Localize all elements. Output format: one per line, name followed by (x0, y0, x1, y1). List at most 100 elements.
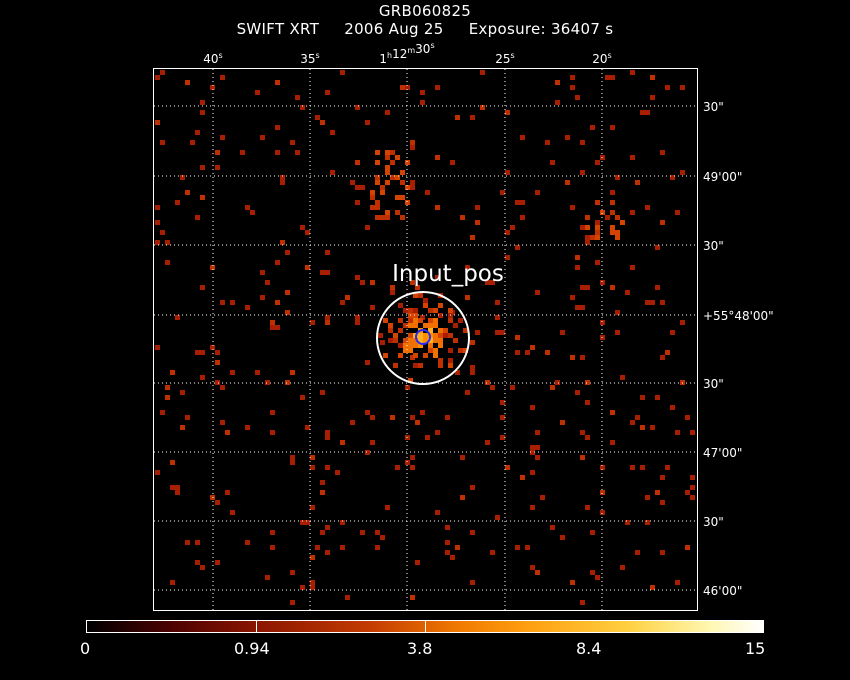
count-pixel (438, 338, 443, 343)
count-pixel (275, 150, 280, 155)
instrument-label: SWIFT XRT (236, 20, 320, 38)
count-pixel (325, 525, 330, 530)
count-pixel (585, 240, 590, 245)
count-pixel (410, 140, 415, 145)
count-pixel (225, 490, 230, 495)
count-pixel (180, 175, 185, 180)
count-pixel (375, 530, 380, 535)
count-pixel (385, 215, 390, 220)
count-pixel (175, 200, 180, 205)
count-pixel (345, 295, 350, 300)
count-pixel (398, 343, 403, 348)
count-pixel (320, 270, 325, 275)
count-pixel (340, 520, 345, 525)
count-pixel (450, 160, 455, 165)
count-pixel (305, 425, 310, 430)
count-pixel (408, 378, 413, 383)
count-pixel (428, 308, 433, 313)
count-pixel (610, 75, 615, 80)
ra-tick-label: 40s (203, 51, 222, 66)
count-pixel (215, 380, 220, 385)
count-pixel (435, 85, 440, 90)
photon-counts (155, 70, 695, 605)
count-pixel (385, 165, 390, 170)
count-pixel (285, 380, 290, 385)
count-pixel (320, 490, 325, 495)
count-pixel (355, 320, 360, 325)
dec-tick-label: 46'00" (703, 584, 742, 598)
count-pixel (645, 110, 650, 115)
count-pixel (610, 440, 615, 445)
count-pixel (155, 220, 160, 225)
count-pixel (375, 545, 380, 550)
count-pixel (175, 315, 180, 320)
count-pixel (295, 95, 300, 100)
count-pixel (460, 215, 465, 220)
count-pixel (610, 225, 615, 230)
count-pixel (300, 395, 305, 400)
count-pixel (625, 520, 630, 525)
count-pixel (660, 300, 665, 305)
count-pixel (455, 545, 460, 550)
count-pixel (280, 180, 285, 185)
count-pixel (640, 395, 645, 400)
count-pixel (580, 170, 585, 175)
count-pixel (510, 385, 515, 390)
count-pixel (560, 535, 565, 540)
count-pixel (615, 230, 620, 235)
count-pixel (445, 540, 450, 545)
ra-tick-label: 35s (300, 51, 319, 66)
count-pixel (530, 470, 535, 475)
count-pixel (380, 215, 385, 220)
count-pixel (685, 545, 690, 550)
count-pixel (590, 235, 595, 240)
count-pixel (605, 215, 610, 220)
count-pixel (310, 455, 315, 460)
count-pixel (620, 220, 625, 225)
count-pixel (445, 415, 450, 420)
count-pixel (505, 465, 510, 470)
count-pixel (410, 595, 415, 600)
count-pixel (505, 230, 510, 235)
count-pixel (570, 205, 575, 210)
colorbar-label: 15 (745, 639, 766, 658)
count-pixel (270, 320, 275, 325)
count-pixel (460, 495, 465, 500)
count-pixel (458, 318, 463, 323)
count-pixel (448, 333, 453, 338)
count-pixel (530, 565, 535, 570)
count-pixel (375, 175, 380, 180)
count-pixel (485, 280, 490, 285)
count-pixel (230, 370, 235, 375)
count-pixel (423, 323, 428, 328)
count-pixel (495, 330, 500, 335)
count-pixel (413, 308, 418, 313)
count-pixel (640, 110, 645, 115)
count-pixel (365, 410, 370, 415)
count-pixel (410, 355, 415, 360)
count-pixel (550, 385, 555, 390)
count-pixel (610, 125, 615, 130)
count-pixel (170, 370, 175, 375)
count-pixel (160, 230, 165, 235)
count-pixel (200, 285, 205, 290)
count-pixel (385, 110, 390, 115)
count-pixel (595, 260, 600, 265)
source-label: Input_pos (392, 261, 504, 287)
count-pixel (605, 75, 610, 80)
count-pixel (400, 195, 405, 200)
count-pixel (403, 308, 408, 313)
count-pixel (285, 310, 290, 315)
count-pixel (170, 485, 175, 490)
count-pixel (423, 333, 428, 338)
count-pixel (360, 530, 365, 535)
count-pixel (290, 455, 295, 460)
count-pixel (530, 445, 535, 450)
count-pixel (398, 328, 403, 333)
count-pixel (395, 210, 400, 215)
count-pixel (580, 285, 585, 290)
count-pixel (200, 375, 205, 380)
count-pixel (390, 150, 395, 155)
count-pixel (685, 415, 690, 420)
